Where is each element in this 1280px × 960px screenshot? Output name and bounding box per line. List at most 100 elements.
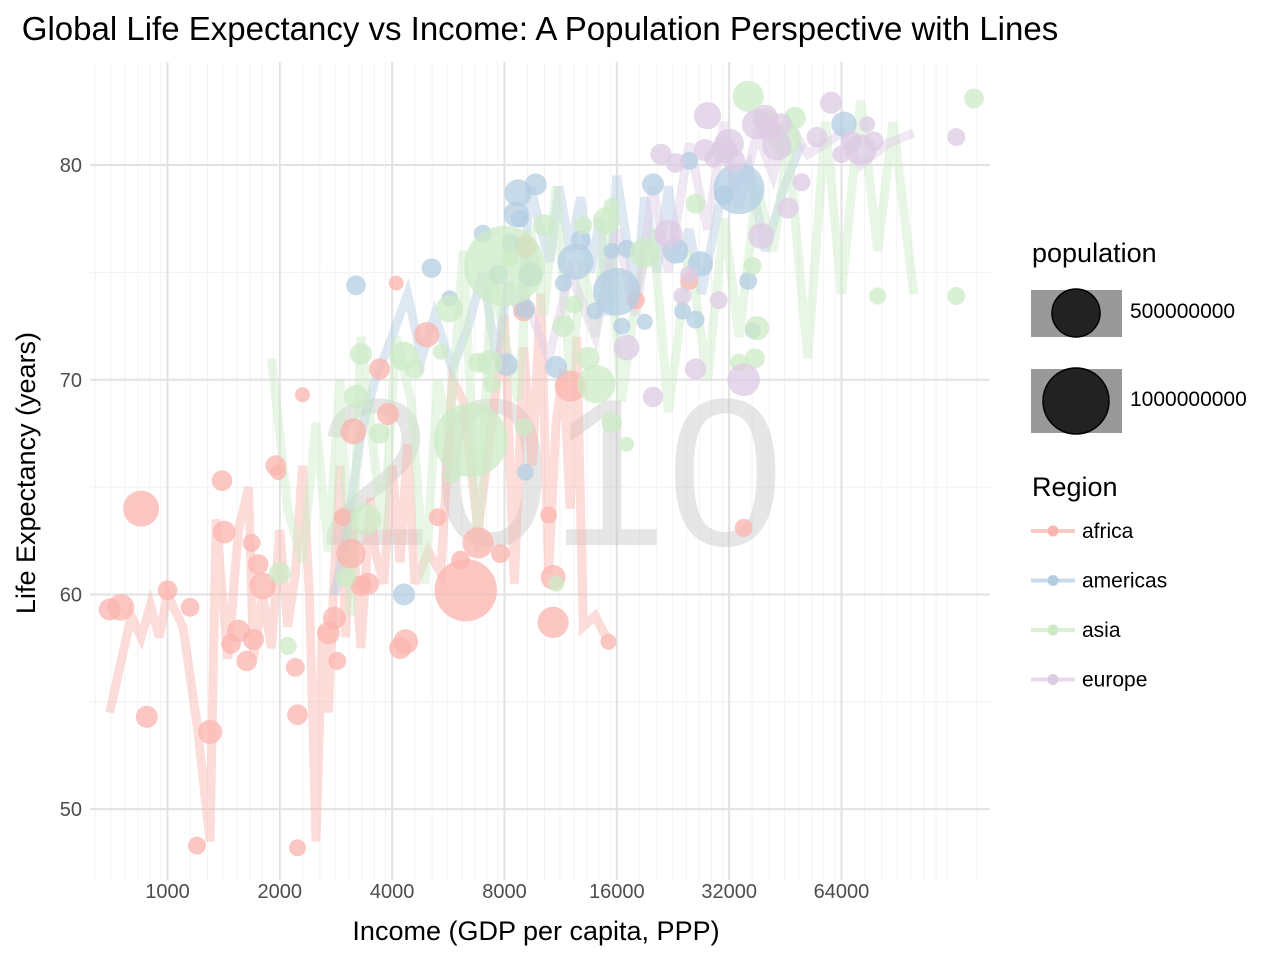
- data-point-africa: [242, 628, 265, 651]
- data-point-europe: [863, 131, 884, 152]
- data-point-africa: [295, 387, 310, 403]
- data-point-europe: [762, 130, 792, 161]
- legend-key-point-americas: [1047, 575, 1059, 586]
- data-point-africa: [285, 658, 305, 677]
- data-point-africa: [289, 839, 306, 857]
- data-point-africa: [491, 544, 510, 564]
- data-point-americas: [524, 173, 547, 196]
- color-legend-entries: africa americas asia europe: [1031, 520, 1167, 692]
- data-point-africa: [322, 606, 346, 630]
- data-point-europe: [684, 358, 707, 380]
- data-point-europe: [650, 143, 672, 165]
- data-point-asia: [743, 257, 762, 275]
- data-point-americas: [510, 209, 529, 228]
- data-point-asia: [476, 349, 503, 376]
- data-point-africa: [336, 538, 366, 569]
- data-point-americas: [613, 317, 631, 335]
- data-point-africa: [157, 580, 178, 601]
- data-point-asia: [343, 384, 369, 409]
- data-point-europe: [727, 363, 760, 397]
- data-point-africa: [540, 506, 558, 524]
- data-point-asia: [577, 364, 616, 404]
- data-point-africa: [734, 518, 753, 537]
- data-point-asia: [548, 575, 565, 592]
- data-point-europe: [673, 287, 692, 305]
- data-point-europe: [748, 222, 775, 249]
- x-tick-label: 1000: [145, 881, 190, 903]
- y-tick-label: 70: [60, 370, 82, 392]
- data-point-europe: [665, 153, 686, 173]
- data-point-asia: [744, 316, 770, 341]
- data-point-asia: [482, 375, 501, 393]
- legend-key-point-asia: [1047, 624, 1059, 636]
- data-point-africa: [236, 650, 257, 672]
- x-tick-label: 16000: [589, 881, 645, 903]
- data-point-europe: [820, 91, 842, 114]
- data-point-americas: [831, 111, 857, 137]
- data-point-asia: [350, 503, 382, 535]
- x-tick-label: 8000: [482, 881, 527, 903]
- x-tick-label: 2000: [258, 881, 303, 903]
- data-point-americas: [713, 163, 765, 215]
- legend-label-americas: americas: [1082, 570, 1167, 593]
- data-point-africa: [414, 322, 440, 348]
- data-point-asia: [532, 214, 555, 237]
- data-point-europe: [613, 334, 640, 361]
- legend-key-point-europe: [1047, 674, 1059, 685]
- series-line-africa: [105, 293, 611, 842]
- data-point-europe: [654, 219, 683, 248]
- size-legend: population 500000000 1000000000: [1031, 238, 1247, 435]
- data-point-africa: [377, 403, 399, 426]
- data-point-asia: [603, 197, 620, 214]
- data-point-americas: [674, 302, 691, 320]
- data-point-asia: [601, 412, 622, 434]
- data-point-africa: [462, 527, 494, 559]
- color-legend: Region africa americas asia europe: [1031, 472, 1167, 692]
- data-point-asia: [335, 567, 356, 588]
- data-point-africa: [333, 508, 352, 527]
- data-point-africa: [287, 704, 308, 725]
- x-tick-label: 64000: [814, 881, 870, 903]
- x-tick-label: 4000: [370, 881, 415, 903]
- data-point-asia: [552, 315, 575, 338]
- data-point-asia: [278, 637, 297, 655]
- data-point-americas: [516, 463, 534, 481]
- data-point-asia: [268, 562, 291, 584]
- data-point-africa: [247, 554, 269, 575]
- year-watermark: 2010: [316, 355, 783, 590]
- data-point-americas: [686, 310, 705, 329]
- data-point-asia: [947, 287, 966, 305]
- data-point-europe: [777, 197, 799, 219]
- data-point-americas: [421, 258, 442, 278]
- data-point-asia: [685, 193, 706, 214]
- data-point-asia: [745, 348, 765, 369]
- x-axis-title: Income (GDP per capita, PPP): [352, 916, 719, 946]
- data-point-africa: [368, 358, 391, 380]
- data-point-americas: [392, 583, 415, 606]
- data-point-americas: [554, 274, 572, 292]
- legend-label-asia: asia: [1082, 619, 1121, 642]
- data-point-europe: [680, 265, 699, 284]
- data-point-europe: [859, 116, 876, 133]
- data-point-africa: [188, 836, 206, 855]
- data-point-europe: [792, 173, 811, 192]
- series-line-asia: [267, 100, 919, 617]
- data-point-africa: [388, 275, 404, 291]
- data-point-asia: [501, 248, 520, 267]
- data-point-asia: [869, 287, 887, 305]
- data-point-europe: [806, 126, 828, 148]
- data-point-asia: [592, 207, 621, 235]
- data-point-americas: [346, 275, 366, 296]
- data-point-asia: [435, 295, 464, 323]
- data-point-asia: [432, 343, 449, 360]
- chart-title: Global Life Expectancy vs Income: A Popu…: [22, 10, 1058, 47]
- data-point-americas: [642, 173, 664, 196]
- data-point-africa: [107, 594, 135, 621]
- data-point-asia: [565, 295, 584, 314]
- size-legend-circle-2: [1042, 367, 1110, 435]
- data-point-asia: [629, 238, 660, 268]
- data-point-africa: [434, 559, 497, 622]
- data-point-asia: [404, 359, 425, 379]
- data-point-africa: [428, 508, 447, 527]
- data-point-americas: [593, 267, 641, 316]
